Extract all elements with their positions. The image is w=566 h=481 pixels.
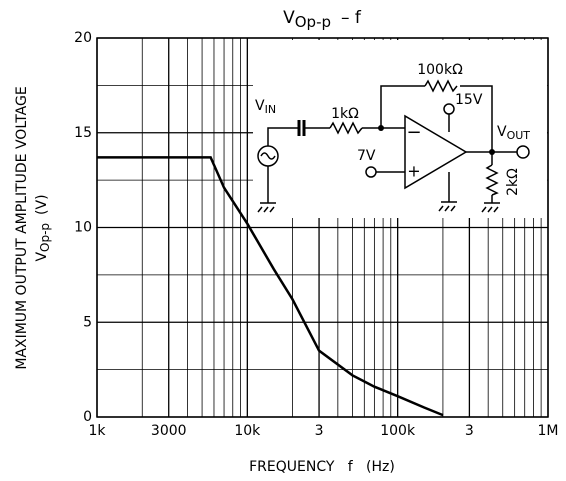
vout-label: VOUT <box>497 124 530 142</box>
supply-label: 15V <box>455 92 483 108</box>
circuit-inset: VIN 1kΩ 100kΩ 15V VOUT 7V 2kΩ − + <box>253 40 547 218</box>
y-tick-label: 10 <box>74 220 92 236</box>
x-tick-label: 3000 <box>151 423 187 439</box>
minus-sign: − <box>406 122 421 143</box>
x-tick-label: 10k <box>234 423 261 439</box>
capacitor <box>297 120 306 136</box>
bias-terminal <box>365 166 377 178</box>
chart-title: VOp-p – f <box>283 8 362 31</box>
y-axis-label-line1: MAXIMUM OUTPUT AMPLITUDE VOLTAGE <box>14 86 30 369</box>
r-fb-label: 100kΩ <box>417 62 463 78</box>
x-axis-label: FREQUENCY f (Hz) <box>249 459 395 475</box>
r-fb <box>424 79 458 93</box>
y-tick-label: 20 <box>74 30 92 46</box>
x-tick-label: 100k <box>380 423 416 439</box>
x-tick-label: 1M <box>538 423 559 439</box>
opamp <box>404 114 468 190</box>
y-axis-label-line2: VOp-p(V) <box>34 194 52 261</box>
r-load <box>485 164 499 196</box>
y-tick-label: 5 <box>83 314 92 330</box>
r-load-label: 2kΩ <box>505 168 521 196</box>
x-tick-label: 1k <box>88 423 106 439</box>
plus-sign: + <box>407 162 420 181</box>
x-tick-label: 3 <box>315 423 324 439</box>
x-tick-label: 3 <box>465 423 474 439</box>
inset-background <box>253 40 547 218</box>
supply-terminal <box>443 103 455 115</box>
feedback-wire <box>380 85 493 152</box>
y-tick-label: 15 <box>74 125 92 141</box>
r-in <box>329 121 363 135</box>
vin-label: VIN <box>255 98 276 116</box>
plot-frame <box>96 37 549 418</box>
bias-label: 7V <box>357 148 376 164</box>
node <box>489 149 495 155</box>
output-terminal <box>516 145 530 159</box>
r-in-label: 1kΩ <box>331 106 359 122</box>
y-axis-label: MAXIMUM OUTPUT AMPLITUDE VOLTAGE VOp-p(V… <box>14 86 52 369</box>
curve <box>97 156 444 417</box>
y-tick-label: 0 <box>83 409 92 425</box>
source-wave <box>260 152 276 160</box>
